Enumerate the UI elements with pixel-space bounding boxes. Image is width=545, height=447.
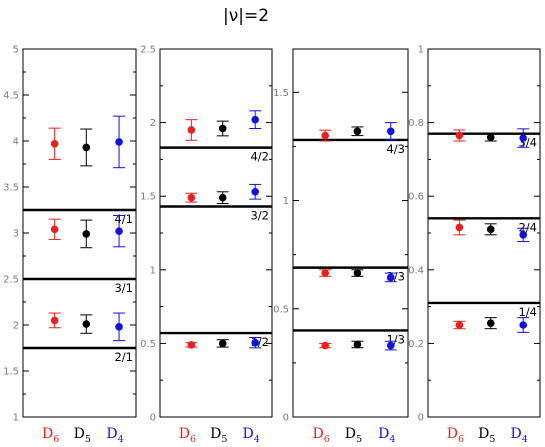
y-tick-label: 0 <box>283 413 289 424</box>
data-point <box>50 139 59 148</box>
y-tick-label: 4 <box>13 137 19 148</box>
y-tick-label: 3 <box>13 229 19 240</box>
data-point <box>321 131 330 140</box>
y-tick-label: 1 <box>283 196 289 207</box>
y-tick-label: 0 <box>418 413 424 424</box>
category-label: D6 <box>42 426 59 445</box>
y-tick-label: 0.6 <box>408 192 424 203</box>
y-tick-label: 0.5 <box>140 339 156 350</box>
category-label: D4 <box>511 426 528 445</box>
category-label: D4 <box>106 426 123 445</box>
y-tick-label: 1 <box>13 413 19 424</box>
reference-line-label: 3/2 <box>250 209 269 223</box>
data-point <box>218 124 227 133</box>
y-tick-label: 0.8 <box>408 118 424 129</box>
reference-line-label: 3/1 <box>114 281 133 295</box>
panel-frame <box>292 48 409 418</box>
category-label: D6 <box>179 426 196 445</box>
y-tick-label: 4.5 <box>3 91 19 102</box>
data-point <box>187 193 196 202</box>
y-tick-label: 1 <box>150 265 156 276</box>
category-label: D6 <box>447 426 464 445</box>
category-label: D5 <box>74 426 91 445</box>
data-point <box>386 127 395 136</box>
y-tick-label: 1 <box>418 45 424 56</box>
y-tick-label: 0.2 <box>408 339 424 350</box>
y-tick-label: 2.5 <box>140 45 156 56</box>
category-label: D4 <box>378 426 395 445</box>
y-tick-label: 1.5 <box>3 367 19 378</box>
reference-line-label: 2/1 <box>114 350 133 364</box>
reference-line-label: 4/1 <box>114 212 133 226</box>
data-point <box>50 225 59 234</box>
category-label: D5 <box>345 426 362 445</box>
data-point <box>455 223 464 232</box>
y-tick-label: 2 <box>13 321 19 332</box>
data-point <box>50 316 59 325</box>
data-point <box>115 227 123 235</box>
y-tick-label: 0.5 <box>273 304 289 315</box>
panel-frame <box>159 48 273 418</box>
data-point <box>321 341 330 350</box>
data-point <box>251 115 259 124</box>
y-tick-label: 3.5 <box>3 183 19 194</box>
reference-line-label: 4/2 <box>250 150 269 164</box>
data-point <box>386 273 395 282</box>
reference-line-label: 4/3 <box>386 142 405 156</box>
data-point <box>82 143 91 152</box>
data-point <box>386 341 395 350</box>
data-point <box>82 320 91 328</box>
figure-title: |ν|=2 <box>223 6 269 26</box>
y-tick-label: 2.5 <box>3 275 19 286</box>
category-label: D4 <box>243 426 260 445</box>
data-point <box>353 127 362 136</box>
y-tick-label: 0 <box>150 413 156 424</box>
y-tick-label: 5 <box>13 45 19 56</box>
data-point <box>251 338 259 347</box>
data-point <box>353 269 362 277</box>
data-point <box>187 126 196 134</box>
reference-line-label: 1/4 <box>518 305 537 319</box>
data-point <box>455 321 464 329</box>
data-point <box>218 339 227 348</box>
y-tick-label: 0.4 <box>408 265 424 276</box>
category-label: D5 <box>478 426 495 445</box>
y-tick-label: 2 <box>150 118 156 129</box>
data-point <box>353 340 362 349</box>
data-point <box>187 341 196 349</box>
data-point <box>486 319 495 327</box>
data-point <box>486 133 495 142</box>
data-point <box>251 187 259 196</box>
data-point <box>82 230 91 238</box>
data-point <box>115 323 123 331</box>
data-point <box>486 225 495 234</box>
data-point <box>218 193 227 202</box>
data-point <box>519 321 527 329</box>
y-tick-label: 1.5 <box>140 192 156 203</box>
category-label: D6 <box>313 426 330 445</box>
data-point <box>455 131 464 140</box>
y-tick-label: 1.5 <box>273 88 289 99</box>
data-point <box>115 138 123 146</box>
data-point <box>519 231 527 239</box>
data-point <box>519 134 527 142</box>
category-label: D5 <box>210 426 227 445</box>
data-point <box>321 269 330 277</box>
